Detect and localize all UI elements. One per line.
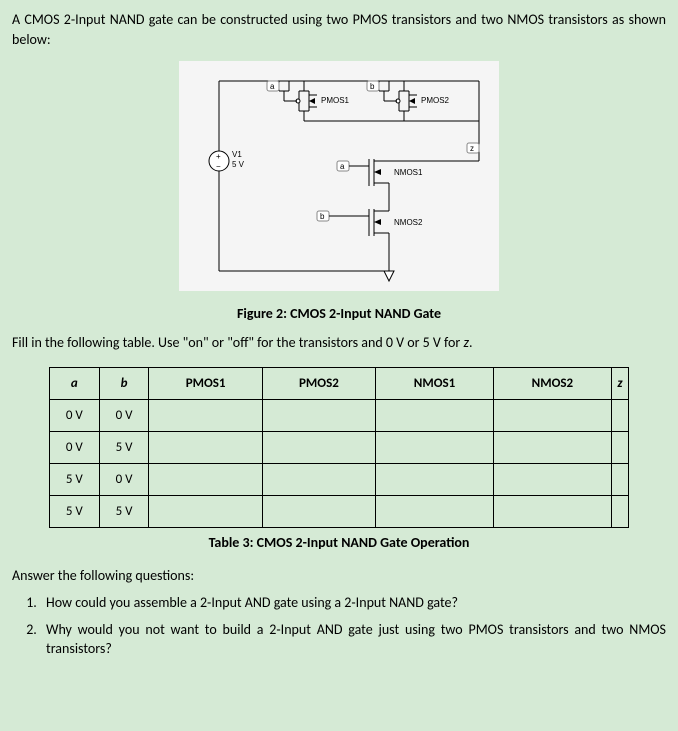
table-cell (262, 464, 375, 496)
circuit-diagram: + − V1 5 V (179, 61, 499, 291)
table-row: 5 V0 V (50, 464, 629, 496)
table-cell (149, 496, 262, 528)
figure-wrap: + − V1 5 V (12, 57, 666, 322)
table-cell: 0 V (50, 400, 100, 432)
instruction-pre: Fill in the following table. Use "on" or… (12, 334, 463, 351)
svg-text:V1: V1 (232, 150, 242, 159)
table-cell (262, 432, 375, 464)
svg-text:b: b (370, 82, 375, 91)
table-cell: 0 V (99, 400, 149, 432)
question-item: How could you assemble a 2-Input AND gat… (40, 594, 666, 613)
table-row: 5 V5 V (50, 496, 629, 528)
table-cell (376, 496, 494, 528)
table-cell (376, 400, 494, 432)
figure-caption: Figure 2: CMOS 2-Input NAND Gate (12, 305, 666, 322)
col-header: PMOS2 (262, 368, 375, 400)
table-cell (611, 496, 628, 528)
svg-text:NMOS2: NMOS2 (394, 218, 423, 227)
col-header: a (50, 368, 100, 400)
intro-text: A CMOS 2-Input NAND gate can be construc… (12, 10, 666, 49)
table-cell (149, 432, 262, 464)
table-row: 0 V0 V (50, 400, 629, 432)
table-cell (493, 496, 611, 528)
table-row: 0 V5 V (50, 432, 629, 464)
table-cell: 5 V (99, 496, 149, 528)
table-cell: 5 V (99, 432, 149, 464)
col-header: z (611, 368, 628, 400)
table-cell (611, 400, 628, 432)
table-cell (493, 432, 611, 464)
svg-text:b: b (320, 212, 325, 221)
table-cell (611, 432, 628, 464)
svg-text:5 V: 5 V (232, 160, 245, 169)
table-cell: 5 V (50, 496, 100, 528)
svg-text:PMOS2: PMOS2 (421, 96, 450, 105)
table-cell: 5 V (50, 464, 100, 496)
table-cell (493, 464, 611, 496)
table-cell: 0 V (50, 432, 100, 464)
question-item: Why would you not want to build a 2-Inpu… (40, 621, 666, 659)
table-cell (262, 496, 375, 528)
table-cell (611, 464, 628, 496)
svg-text:a: a (340, 162, 345, 171)
answer-heading: Answer the following questions: (12, 567, 666, 584)
table-cell (262, 400, 375, 432)
table-caption: Table 3: CMOS 2-Input NAND Gate Operatio… (12, 534, 666, 551)
question-list: How could you assemble a 2-Input AND gat… (12, 594, 666, 659)
col-header: PMOS1 (149, 368, 262, 400)
table-cell (149, 464, 262, 496)
col-header: NMOS1 (376, 368, 494, 400)
svg-text:+: + (216, 152, 221, 161)
svg-text:−: − (216, 162, 221, 171)
table-cell (376, 464, 494, 496)
svg-text:PMOS1: PMOS1 (321, 96, 350, 105)
table-instruction: Fill in the following table. Use "on" or… (12, 334, 666, 353)
table-cell (493, 400, 611, 432)
svg-text:NMOS1: NMOS1 (394, 168, 423, 177)
table-cell (149, 400, 262, 432)
instruction-post: . (469, 334, 473, 351)
col-header: NMOS2 (493, 368, 611, 400)
truth-table: abPMOS1PMOS2NMOS1NMOS2z 0 V0 V0 V5 V5 V0… (49, 367, 629, 528)
table-cell: 0 V (99, 464, 149, 496)
table-cell (376, 432, 494, 464)
col-header: b (99, 368, 149, 400)
svg-text:z: z (470, 144, 474, 153)
svg-text:a: a (270, 82, 275, 91)
